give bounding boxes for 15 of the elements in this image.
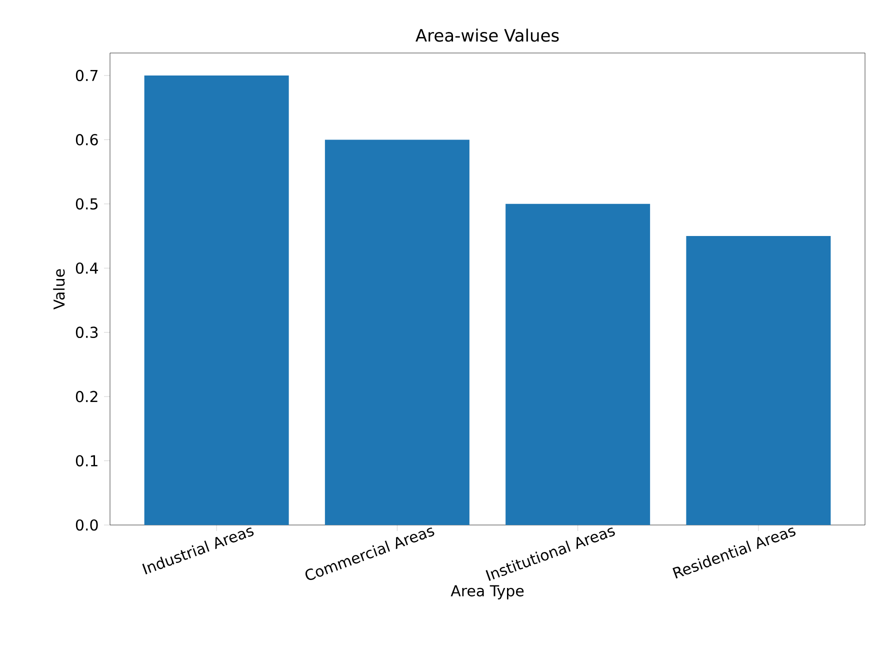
bar xyxy=(324,140,470,525)
y-tick-label: 0.0 xyxy=(76,519,98,531)
y-tick-label: 0.4 xyxy=(76,262,98,274)
y-tick-label: 0.7 xyxy=(76,70,98,82)
bar xyxy=(144,75,289,525)
y-tick-label: 0.6 xyxy=(76,134,98,146)
x-axis-title: Area Type xyxy=(450,585,524,600)
chart-title: Area-wise Values xyxy=(416,28,559,42)
y-tick-label: 0.5 xyxy=(76,198,98,210)
bar xyxy=(686,236,831,525)
y-tick-label: 0.2 xyxy=(76,390,98,402)
y-tick-label: 0.3 xyxy=(76,326,98,338)
y-tick-label: 0.1 xyxy=(76,455,98,466)
y-axis-title: Value xyxy=(53,269,65,310)
bar xyxy=(506,204,650,525)
